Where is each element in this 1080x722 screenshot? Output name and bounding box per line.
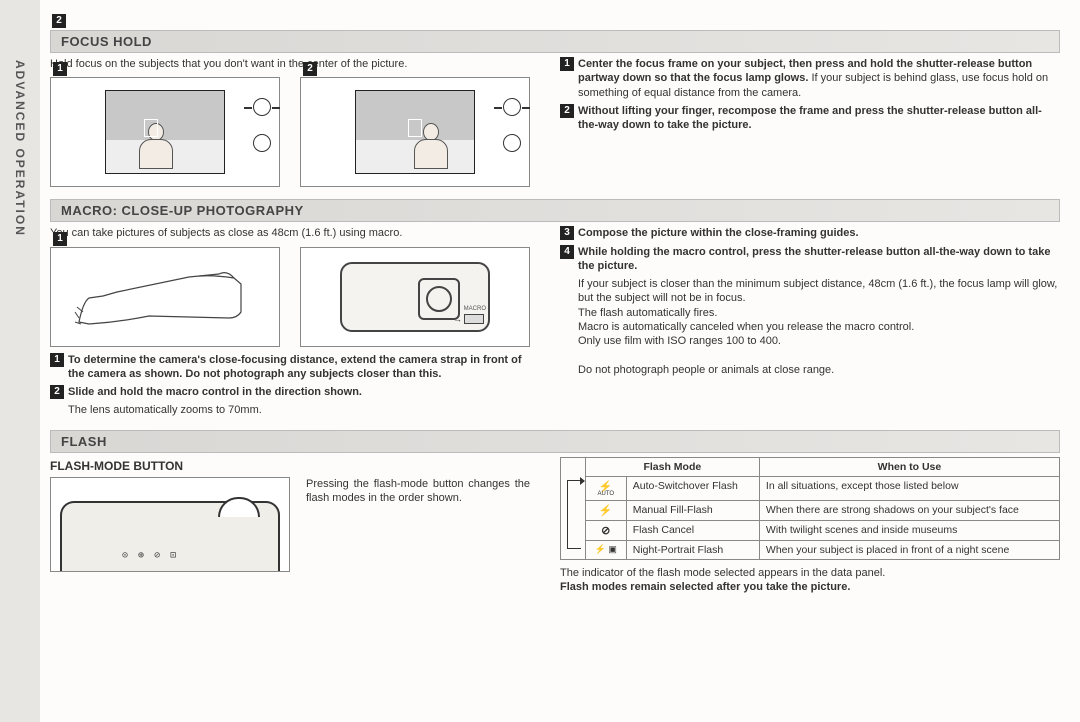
focus-heading: FOCUS HOLD [50, 30, 1060, 53]
flash-col-when: When to Use [759, 457, 1059, 476]
step-badge-2: 2 [303, 62, 317, 76]
focus-step-2: 2 Without lifting your finger, recompose… [560, 104, 1060, 133]
macro-note-0: If your subject is closer than the minim… [578, 277, 1060, 306]
flash-desc: Pressing the flash-mode button changes t… [306, 477, 530, 572]
macro-illus-2: 2 MACRO → [300, 247, 530, 347]
step-badge-1: 1 [53, 62, 67, 76]
macro-step-4: 4While holding the macro control, press … [560, 245, 1060, 274]
flash-row-cancel: ⊘ Flash Cancel With twilight scenes and … [585, 520, 1059, 540]
macro-note-2: Macro is automatically canceled when you… [578, 320, 1060, 334]
flash-subheading: FLASH-MODE BUTTON [50, 459, 530, 473]
macro-intro: You can take pictures of subjects as clo… [50, 226, 530, 240]
macro-illus-1: 1 [50, 247, 280, 347]
macro-heading: MACRO: CLOSE-UP PHOTOGRAPHY [50, 199, 1060, 222]
focus-illus-2: 2 [300, 77, 530, 187]
flash-row-auto: ⚡AUTO Auto-Switchover Flash In all situa… [585, 476, 1059, 500]
focus-illus-1: 1 [50, 77, 280, 187]
flash-col-mode: Flash Mode [585, 457, 759, 476]
flash-row-night: ⚡ ▣ Night-Portrait Flash When your subje… [585, 540, 1059, 559]
flash-heading: FLASH [50, 430, 1060, 453]
flash-cycle-arrow [560, 457, 585, 560]
macro-warning: Do not photograph people or animals at c… [578, 363, 1060, 377]
flash-foot-2: Flash modes remain selected after you ta… [560, 580, 1060, 594]
focus-step-1: 1 Center the focus frame on your subject… [560, 57, 1060, 100]
flash-row-fill: ⚡ Manual Fill-Flash When there are stron… [585, 500, 1059, 520]
sidebar: ADVANCED OPERATION [0, 0, 40, 722]
macro-step-3: 3Compose the picture within the close-fr… [560, 226, 1060, 240]
focus-intro: Hold focus on the subjects that you don'… [50, 57, 530, 71]
page-content: FOCUS HOLD Hold focus on the subjects th… [50, 30, 1060, 712]
macro-step-1: 1To determine the camera's close-focusin… [50, 353, 530, 382]
flash-mode-table: Flash Mode When to Use ⚡AUTO Auto-Switch… [585, 457, 1060, 560]
macro-note-1: The flash automatically fires. [578, 306, 1060, 320]
macro-note-3: Only use film with ISO ranges 100 to 400… [578, 334, 1060, 348]
flash-mode-illus: ⊙ ⊕ ⊘ ⊡ [50, 477, 290, 572]
macro-step-2-note: The lens automatically zooms to 70mm. [68, 403, 530, 417]
flash-foot-1: The indicator of the flash mode selected… [560, 566, 1060, 580]
sidebar-label: ADVANCED OPERATION [13, 60, 27, 237]
macro-step-2: 2Slide and hold the macro control in the… [50, 385, 530, 399]
